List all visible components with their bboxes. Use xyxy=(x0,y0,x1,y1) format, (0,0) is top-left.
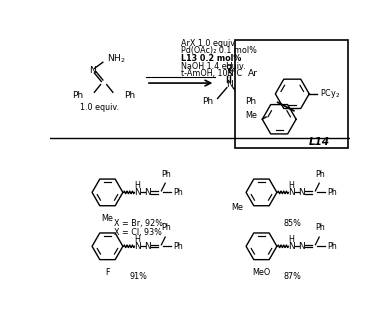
Text: ArX 1.0 equiv.: ArX 1.0 equiv. xyxy=(181,39,236,48)
Text: L14: L14 xyxy=(308,137,330,147)
Text: Ph: Ph xyxy=(202,97,213,106)
Text: Me: Me xyxy=(101,214,113,223)
Text: Ph: Ph xyxy=(174,188,183,197)
Text: Ph: Ph xyxy=(315,223,325,232)
Text: N: N xyxy=(144,242,151,251)
Text: t-AmOH, 103°C: t-AmOH, 103°C xyxy=(181,68,242,77)
Text: 85%: 85% xyxy=(284,219,301,228)
Text: X = Cl, 93%: X = Cl, 93% xyxy=(114,228,162,237)
Text: N: N xyxy=(227,69,233,78)
Text: Ph: Ph xyxy=(174,242,183,251)
Text: H: H xyxy=(289,181,294,190)
Text: Ph: Ph xyxy=(328,188,337,197)
Text: 1.0 equiv.: 1.0 equiv. xyxy=(80,103,119,112)
Text: N: N xyxy=(144,188,151,197)
Text: PCy$_2$: PCy$_2$ xyxy=(320,87,340,100)
Text: N: N xyxy=(288,242,295,251)
Text: Ph: Ph xyxy=(328,242,337,251)
Text: H: H xyxy=(135,181,140,190)
Text: N: N xyxy=(134,242,141,251)
Text: Ph: Ph xyxy=(124,91,135,100)
Text: NH$_2$: NH$_2$ xyxy=(107,52,125,65)
Text: MeO: MeO xyxy=(252,268,271,277)
Text: Ph: Ph xyxy=(245,97,257,106)
Text: Me: Me xyxy=(231,203,243,212)
Text: NaOH 1.4 equiv.: NaOH 1.4 equiv. xyxy=(181,62,245,71)
Text: 91%: 91% xyxy=(129,273,147,282)
Text: N: N xyxy=(298,242,305,251)
Text: X = Br, 92%: X = Br, 92% xyxy=(114,219,163,228)
Text: H: H xyxy=(289,235,294,244)
Text: L13 0.2 mol%: L13 0.2 mol% xyxy=(181,54,241,63)
Text: N: N xyxy=(298,188,305,197)
Text: N: N xyxy=(288,188,295,197)
Text: Ph: Ph xyxy=(315,170,325,179)
Text: F: F xyxy=(105,268,110,277)
Text: Ar: Ar xyxy=(248,68,258,77)
Bar xyxy=(234,40,349,148)
Text: Me: Me xyxy=(245,111,257,120)
Text: N: N xyxy=(227,80,233,89)
Text: 87%: 87% xyxy=(284,273,301,282)
Text: Ph: Ph xyxy=(73,91,83,100)
Text: Ph: Ph xyxy=(161,223,171,232)
Text: Pd(OAc)₂ 0.1 mol%: Pd(OAc)₂ 0.1 mol% xyxy=(181,46,257,55)
Text: N: N xyxy=(89,66,96,75)
Text: Ph: Ph xyxy=(161,170,171,179)
Text: H: H xyxy=(225,62,232,71)
Text: H: H xyxy=(135,235,140,244)
Text: N: N xyxy=(134,188,141,197)
